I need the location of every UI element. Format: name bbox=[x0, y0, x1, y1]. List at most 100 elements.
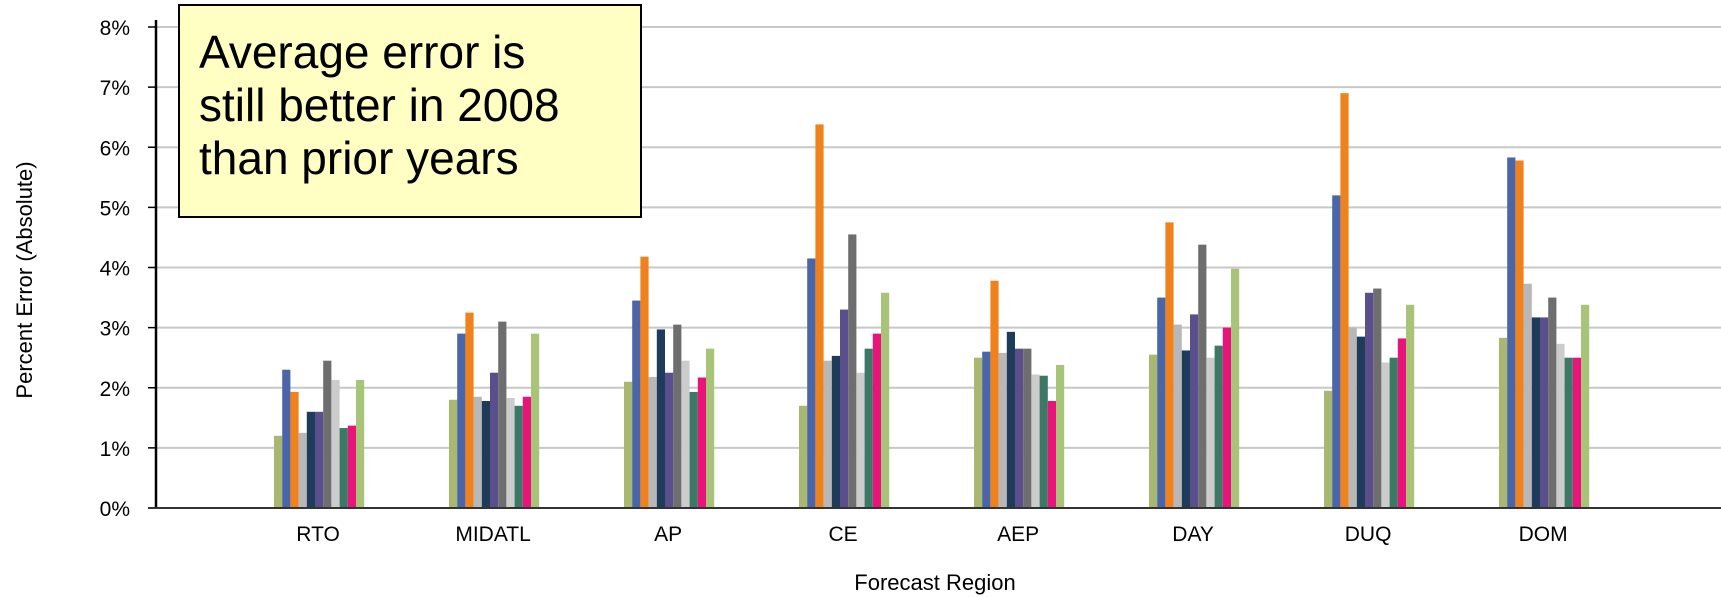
bar bbox=[1214, 345, 1223, 508]
annotation-line: Average error is bbox=[199, 26, 526, 78]
bar bbox=[1023, 348, 1032, 508]
bar bbox=[974, 357, 983, 508]
bar bbox=[1332, 195, 1341, 508]
bar bbox=[315, 411, 324, 508]
bar bbox=[481, 400, 490, 508]
bar bbox=[1198, 244, 1207, 508]
bar bbox=[1548, 297, 1557, 508]
bar bbox=[706, 348, 715, 508]
x-tick-label: MIDATL bbox=[455, 523, 530, 546]
bar bbox=[1222, 327, 1231, 508]
bar bbox=[1173, 324, 1182, 508]
bar bbox=[1356, 336, 1365, 508]
bar bbox=[1006, 331, 1015, 508]
bar bbox=[1572, 357, 1581, 508]
bar bbox=[1515, 160, 1524, 509]
y-tick-label: 7% bbox=[100, 77, 130, 100]
bar bbox=[498, 321, 507, 508]
bar bbox=[656, 329, 665, 508]
bar bbox=[681, 360, 690, 508]
x-axis-title: Forecast Region bbox=[854, 570, 1015, 595]
bar bbox=[799, 405, 808, 508]
bar bbox=[990, 280, 999, 508]
bar bbox=[457, 333, 466, 508]
x-axis-ticks: RTO MIDATL AP CE AEP DAY DUQ DOM bbox=[296, 523, 1567, 546]
bar bbox=[648, 376, 657, 508]
bar bbox=[673, 324, 682, 508]
y-axis-title: Percent Error (Absolute) bbox=[12, 161, 37, 398]
bar bbox=[640, 256, 649, 508]
bar bbox=[1181, 350, 1190, 508]
x-tick-label: DUQ bbox=[1345, 523, 1392, 546]
bar bbox=[1157, 297, 1166, 508]
annotation-box: Average error is still better in 2008 th… bbox=[178, 4, 642, 218]
bar bbox=[864, 348, 873, 508]
bar bbox=[840, 309, 849, 508]
y-tick-label: 5% bbox=[100, 197, 130, 220]
annotation-line: still better in 2008 bbox=[199, 79, 560, 131]
bar bbox=[1348, 327, 1357, 508]
bar bbox=[531, 333, 540, 508]
bars bbox=[274, 93, 1590, 509]
y-tick-label: 0% bbox=[100, 498, 130, 521]
bar bbox=[982, 351, 991, 508]
bar bbox=[1039, 375, 1048, 508]
bar bbox=[881, 292, 890, 508]
bar bbox=[1031, 374, 1040, 508]
bar bbox=[1149, 354, 1158, 508]
bar bbox=[1564, 357, 1573, 508]
bar bbox=[290, 391, 299, 508]
bar bbox=[1231, 268, 1240, 508]
bar bbox=[1340, 93, 1349, 508]
bar bbox=[339, 428, 348, 508]
bar bbox=[1056, 364, 1065, 508]
bar bbox=[1531, 317, 1540, 508]
bar bbox=[1206, 357, 1215, 508]
bar bbox=[522, 396, 531, 508]
bar bbox=[998, 352, 1007, 508]
bar bbox=[1015, 348, 1024, 508]
y-tick-label: 6% bbox=[100, 137, 130, 160]
bar bbox=[306, 411, 315, 508]
bar bbox=[1165, 222, 1174, 508]
bar bbox=[1373, 288, 1382, 508]
x-tick-label: AP bbox=[654, 523, 682, 546]
bar bbox=[1507, 157, 1516, 508]
bar bbox=[323, 360, 332, 508]
y-tick-label: 4% bbox=[100, 258, 130, 281]
bar bbox=[815, 124, 824, 508]
bar bbox=[856, 372, 865, 508]
x-tick-label: DAY bbox=[1172, 523, 1214, 546]
bar bbox=[1381, 362, 1390, 508]
bar bbox=[1047, 400, 1056, 508]
bar bbox=[807, 258, 816, 508]
bar bbox=[274, 435, 283, 508]
bar bbox=[872, 333, 881, 508]
bar bbox=[697, 377, 706, 508]
axes bbox=[148, 20, 1721, 509]
bar bbox=[347, 425, 356, 508]
bar bbox=[689, 391, 698, 508]
bar bbox=[506, 397, 515, 508]
bar bbox=[1190, 314, 1199, 508]
bar bbox=[1406, 304, 1415, 508]
bar bbox=[665, 372, 674, 508]
bar bbox=[490, 372, 499, 508]
bar bbox=[298, 432, 307, 508]
x-tick-label: CE bbox=[829, 523, 858, 546]
bar bbox=[1389, 357, 1398, 508]
x-tick-label: RTO bbox=[296, 523, 340, 546]
bar bbox=[624, 381, 633, 508]
bar bbox=[465, 312, 474, 508]
bar bbox=[632, 300, 641, 508]
bar bbox=[1540, 317, 1549, 508]
annotation-line: than prior years bbox=[199, 132, 519, 184]
bar bbox=[831, 355, 840, 508]
x-tick-label: AEP bbox=[997, 523, 1039, 546]
bar bbox=[473, 396, 482, 508]
bar bbox=[356, 379, 365, 508]
bar bbox=[1397, 338, 1406, 508]
bar bbox=[282, 369, 291, 508]
bar bbox=[514, 405, 523, 508]
bar bbox=[823, 360, 832, 508]
